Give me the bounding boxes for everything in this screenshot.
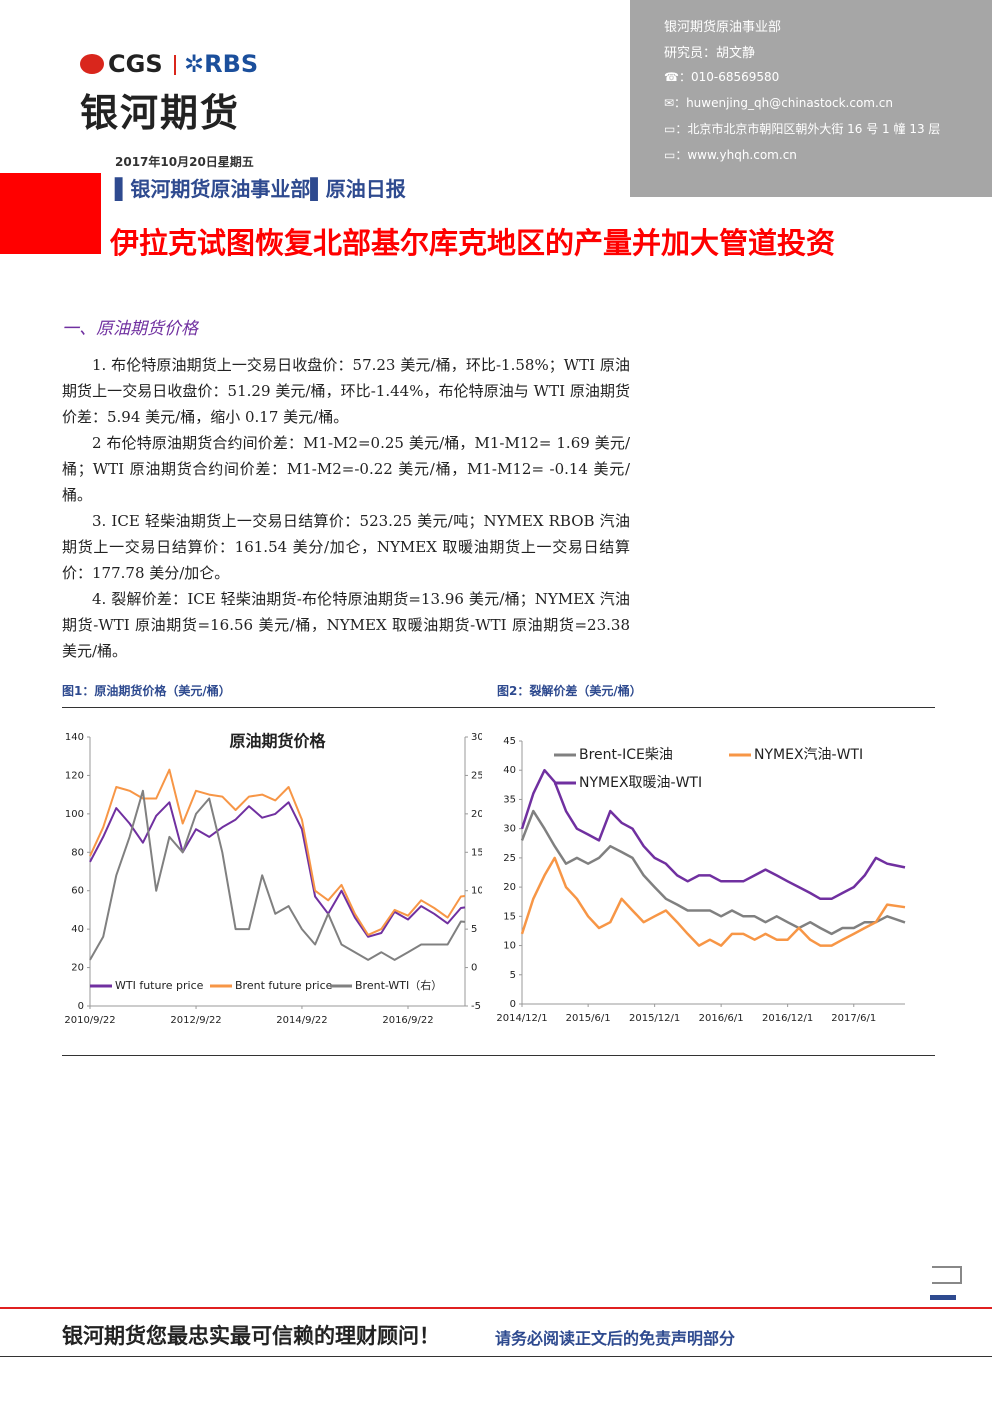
- company-name: 银河期货: [80, 91, 241, 135]
- legend-label: WTI future price: [115, 979, 204, 992]
- y-tick-label: 20: [71, 963, 84, 974]
- paragraph: 3. ICE 轻柴油期货上一交易日结算价：523.25 美元/吨；NYMEX R…: [62, 512, 630, 582]
- y-tick-label: 35: [503, 794, 516, 805]
- footer-rule: [0, 1356, 992, 1357]
- legend-label: NYMEX取暖油-WTI: [579, 775, 702, 791]
- rule: [62, 1055, 935, 1056]
- paragraph: 4. 裂解价差：ICE 轻柴油期货-布伦特原油期货=13.96 美元/桶；NYM…: [62, 590, 630, 660]
- rule: [62, 707, 935, 708]
- logo-rbs: ✲RBS: [184, 50, 259, 78]
- figure-caption: 图2：裂解价差（美元/桶）: [497, 684, 642, 698]
- y-tick-label: 20: [503, 882, 516, 893]
- red-block: [0, 173, 101, 254]
- x-tick-label: 2015/6/1: [566, 1013, 611, 1024]
- paragraph: 1. 布伦特原油期货上一交易日收盘价：57.23 美元/桶，环比-1.58%；W…: [62, 356, 630, 426]
- chart: 0 20 40 60 80 100 120 140 -5 0 5 10 15 20 25 30 2010/9/2…: [64, 732, 482, 1027]
- x-tick-label: 2016/6/1: [699, 1013, 744, 1024]
- x-tick-label: 2014/12/1: [496, 1013, 547, 1024]
- legend-label: Brent future price: [235, 979, 333, 992]
- report-name: 原油日报: [325, 177, 406, 201]
- figure-caption: 图1：原油期货价格（美元/桶）: [62, 684, 231, 698]
- y2-tick-label: 25: [471, 770, 482, 781]
- x-tick-label: 2016/9/22: [382, 1015, 433, 1026]
- logo-divider: [174, 55, 176, 75]
- contact-line: www.yhqh.com.cn: [687, 148, 797, 162]
- logo-cgs: CGS: [108, 50, 163, 78]
- y-tick-label: 5: [510, 970, 516, 981]
- y-tick-label: 120: [65, 770, 84, 781]
- legend-label: Brent-ICE柴油: [579, 747, 673, 763]
- series-line: [89, 768, 466, 936]
- report-date: 2017年10月20日星期五: [115, 155, 254, 169]
- y2-tick-label: 15: [471, 847, 482, 858]
- footer-disclaimer: 请务必阅读正文后的免责声明部分: [495, 1329, 736, 1348]
- y-tick-label: 10: [503, 941, 516, 952]
- y2-tick-label: -5: [471, 1001, 481, 1012]
- legend-label: Brent-WTI（右）: [355, 978, 442, 992]
- contact-web: ▭：www.yhqh.com.cn: [664, 148, 797, 162]
- contact-box: 银河期货原油事业部 研究员：胡文静 ☎：010-68569580 ✉：huwen…: [630, 0, 992, 197]
- y-tick-label: 40: [503, 765, 516, 776]
- y-tick-label: 25: [503, 853, 516, 864]
- contact-address: ▭：北京市北京市朝阳区朝外大街 16 号 1 幢 13 层: [664, 122, 941, 136]
- logo-rbs-text: RBS: [204, 50, 259, 78]
- y-tick-label: 140: [65, 732, 84, 743]
- y2-tick-label: 30: [471, 732, 482, 743]
- paragraph: 2 布伦特原油期货合约间价差：M1-M2=0.25 美元/桶，M1-M12= 1…: [62, 434, 630, 504]
- y-tick-label: 100: [65, 809, 84, 820]
- y-tick-label: 60: [71, 886, 84, 897]
- footer-rule: [0, 1307, 992, 1309]
- contact-line: 010-68569580: [690, 70, 780, 84]
- y-tick-label: 45: [503, 736, 516, 747]
- page-icon: [932, 1266, 962, 1284]
- contact-email: ✉：huwenjing_qh@chinastock.com.cn: [664, 96, 893, 110]
- page-icon-bar: [930, 1295, 956, 1300]
- y-tick-label: 40: [71, 924, 84, 935]
- y2-tick-label: 20: [471, 809, 482, 820]
- contact-line: 银河期货原油事业部: [664, 20, 782, 35]
- x-tick-label: 2017/6/1: [831, 1013, 876, 1024]
- y2-tick-label: 10: [471, 886, 482, 897]
- x-tick-label: 2016/12/1: [762, 1013, 813, 1024]
- series-line: [520, 768, 906, 901]
- x-tick-label: 2015/12/1: [629, 1013, 680, 1024]
- y-tick-label: 80: [71, 847, 84, 858]
- series-line: [89, 801, 466, 938]
- x-tick-label: 2010/9/22: [64, 1015, 115, 1026]
- y-tick-label: 30: [503, 824, 516, 835]
- footer-slogan: 银河期货您最忠实最可信赖的理财顾问！: [62, 1324, 440, 1348]
- logo-icon: [80, 54, 104, 74]
- x-tick-label: 2014/9/22: [276, 1015, 327, 1026]
- contact-line: 研究员：胡文静: [664, 46, 756, 61]
- section-body: 1. 布伦特原油期货上一交易日收盘价：57.23 美元/桶，环比-1.58%；W…: [62, 352, 630, 664]
- chart-title: 原油期货价格: [229, 732, 326, 751]
- contact-line: 北京市北京市朝阳区朝外大街 16 号 1 幢 13 层: [687, 122, 941, 136]
- series-line: [520, 809, 906, 936]
- headline: 伊拉克试图恢复北部基尔库克地区的产量并加大管道投资: [110, 226, 836, 260]
- y-tick-label: 0: [78, 1001, 84, 1012]
- chart: 0 5 10 15 20 25 30 35 40 45 2014/12/1 2015/6/1 2015/…: [496, 736, 906, 1024]
- department: 银河期货原油事业部: [130, 177, 311, 201]
- contact-line: huwenjing_qh@chinastock.com.cn: [686, 96, 893, 110]
- legend-label: NYMEX汽油-WTI: [754, 747, 863, 763]
- y2-tick-label: 0: [471, 963, 477, 974]
- contact-phone: ☎：010-68569580: [664, 70, 780, 84]
- series-line: [520, 856, 906, 947]
- series-line: [89, 789, 466, 961]
- x-tick-label: 2012/9/22: [170, 1015, 221, 1026]
- report-line: ▌银河期货原油事业部▌原油日报: [115, 177, 406, 201]
- y-tick-label: 0: [510, 999, 516, 1010]
- y2-tick-label: 5: [471, 924, 477, 935]
- section-title: 一、原油期货价格: [62, 319, 198, 339]
- y-tick-label: 15: [503, 911, 516, 922]
